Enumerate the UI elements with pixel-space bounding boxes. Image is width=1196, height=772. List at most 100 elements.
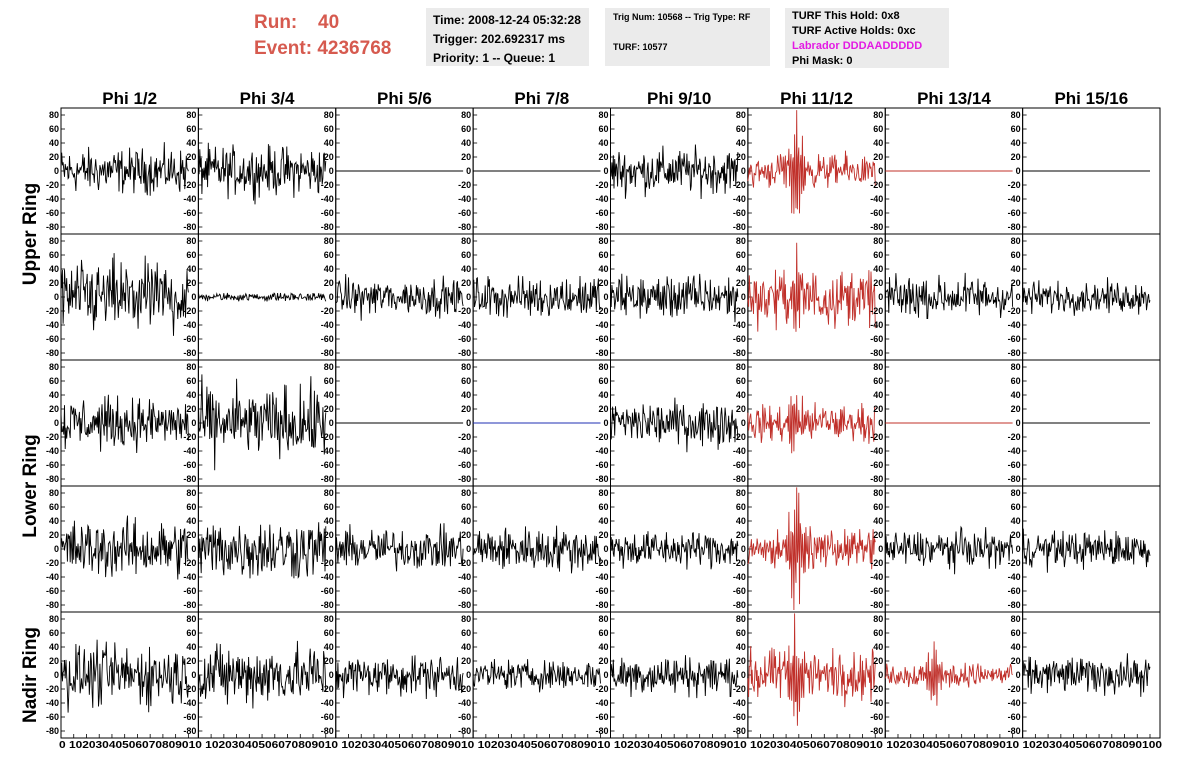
waveform-trace — [60, 142, 189, 196]
y-tick-label: -60 — [183, 586, 196, 596]
trigger-info-box: Trig Num: 10568 -- Trig Type: RF TURF: 1… — [605, 8, 770, 66]
y-tick-label: 40 — [598, 264, 608, 274]
y-tick-label: -20 — [870, 306, 883, 316]
y-tick-label: -60 — [458, 586, 471, 596]
y-tick-label: 40 — [1011, 138, 1021, 148]
y-tick-label: -20 — [870, 558, 883, 568]
y-tick-label: -80 — [321, 600, 334, 610]
y-tick-label: 60 — [324, 376, 334, 386]
y-tick-label: 0 — [1016, 166, 1021, 176]
y-tick-label: 0 — [878, 544, 883, 554]
y-tick-label: -60 — [870, 586, 883, 596]
y-tick-label: 80 — [49, 488, 59, 498]
y-tick-label: -40 — [1008, 446, 1021, 456]
y-tick-label: 60 — [873, 376, 883, 386]
y-tick-label: -40 — [1008, 698, 1021, 708]
y-tick-label: -60 — [870, 460, 883, 470]
event-label: Event: — [254, 38, 313, 59]
y-tick-label: 20 — [49, 404, 59, 414]
y-tick-label: 40 — [324, 264, 334, 274]
trigger-text: Trigger: 202.692317 ms — [433, 32, 566, 46]
y-tick-label: -40 — [870, 320, 883, 330]
waveform-trace — [197, 522, 327, 579]
y-tick-label: 60 — [186, 502, 196, 512]
y-tick-label: -60 — [321, 334, 334, 344]
waveform-trace — [747, 613, 876, 726]
y-tick-label: 20 — [461, 152, 471, 162]
y-tick-label: -80 — [1008, 348, 1021, 358]
y-tick-label: 60 — [324, 502, 334, 512]
y-tick-label: 0 — [466, 544, 471, 554]
y-tick-label: 80 — [186, 488, 196, 498]
y-tick-label: 0 — [191, 166, 196, 176]
turf-text: TURF: 10577 — [613, 42, 668, 52]
waveform-trace — [197, 292, 327, 302]
waveform-trace — [472, 275, 601, 318]
ring-label: Lower Ring — [20, 434, 41, 537]
y-tick-label: -80 — [1008, 474, 1021, 484]
y-tick-label: 40 — [324, 642, 334, 652]
y-tick-label: -40 — [321, 698, 334, 708]
y-tick-label: -20 — [1008, 558, 1021, 568]
y-tick-label: -40 — [46, 320, 59, 330]
y-tick-label: -80 — [321, 348, 334, 358]
y-tick-label: 40 — [598, 138, 608, 148]
y-tick-label: 80 — [461, 614, 471, 624]
y-tick-label: 40 — [598, 390, 608, 400]
waveform-trace — [335, 273, 464, 321]
y-tick-label: 60 — [736, 250, 746, 260]
y-tick-label: 80 — [736, 488, 746, 498]
y-tick-label: -20 — [733, 432, 746, 442]
y-tick-label: -20 — [733, 306, 746, 316]
y-tick-label: 0 — [329, 166, 334, 176]
y-tick-label: 80 — [324, 236, 334, 246]
y-tick-label: 40 — [736, 390, 746, 400]
waveform-trace — [60, 394, 189, 454]
y-tick-label: -60 — [733, 712, 746, 722]
y-tick-label: -60 — [733, 460, 746, 470]
y-tick-label: -20 — [46, 306, 59, 316]
y-tick-label: 60 — [736, 124, 746, 134]
y-tick-label: 80 — [1011, 110, 1021, 120]
y-tick-label: -20 — [733, 684, 746, 694]
y-tick-label: 60 — [324, 250, 334, 260]
y-tick-label: 80 — [873, 110, 883, 120]
y-tick-label: -40 — [46, 698, 59, 708]
y-tick-label: -40 — [595, 194, 608, 204]
y-tick-label: -40 — [733, 194, 746, 204]
y-tick-label: -80 — [183, 348, 196, 358]
y-tick-label: 0 — [878, 418, 883, 428]
waveform-trace — [884, 272, 1014, 320]
y-tick-label: 60 — [461, 124, 471, 134]
y-tick-label: 20 — [324, 656, 334, 666]
y-tick-label: 80 — [1011, 488, 1021, 498]
y-tick-label: 20 — [461, 530, 471, 540]
y-tick-label: -80 — [46, 474, 59, 484]
y-tick-label: 20 — [736, 404, 746, 414]
y-tick-label: 40 — [1011, 390, 1021, 400]
y-tick-label: 40 — [49, 264, 59, 274]
y-tick-label: -80 — [458, 474, 471, 484]
y-tick-label: 0 — [466, 418, 471, 428]
y-tick-label: 20 — [873, 656, 883, 666]
y-tick-label: 60 — [598, 376, 608, 386]
y-tick-label: 80 — [736, 362, 746, 372]
y-tick-label: -60 — [733, 586, 746, 596]
y-tick-label: 20 — [461, 404, 471, 414]
y-tick-label: -20 — [870, 432, 883, 442]
y-tick-label: 80 — [461, 110, 471, 120]
y-tick-label: -60 — [1008, 208, 1021, 218]
y-tick-label: 40 — [598, 642, 608, 652]
y-tick-label: 80 — [186, 614, 196, 624]
y-tick-label: 20 — [49, 656, 59, 666]
column-title: Phi 13/14 — [917, 89, 991, 108]
y-tick-label: 0 — [603, 670, 608, 680]
y-tick-label: 60 — [49, 376, 59, 386]
y-tick-label: 60 — [736, 628, 746, 638]
y-tick-label: 0 — [466, 292, 471, 302]
y-tick-label: -80 — [321, 222, 334, 232]
y-tick-label: -20 — [183, 432, 196, 442]
y-tick-label: -60 — [321, 586, 334, 596]
y-tick-label: -80 — [595, 726, 608, 736]
y-tick-label: 80 — [1011, 614, 1021, 624]
